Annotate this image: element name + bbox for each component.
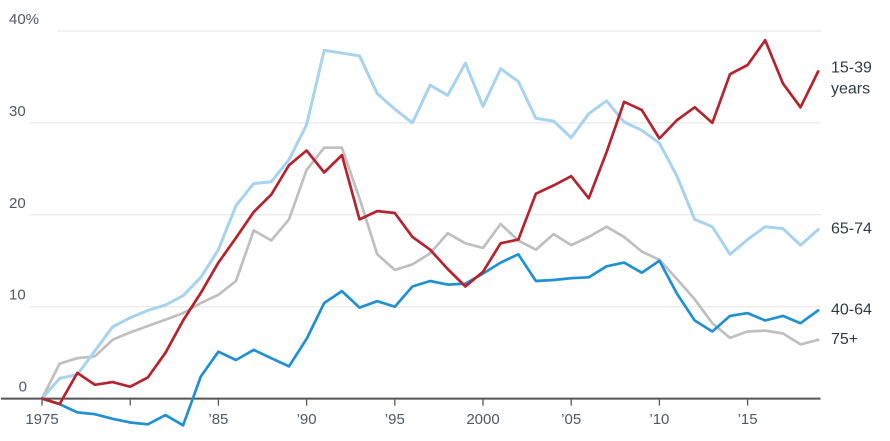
series-label-40-64: 40-64 (831, 301, 872, 318)
series-line-15-39-years (40, 38, 820, 406)
series-line-40-64 (40, 252, 820, 427)
x-axis-label-1985: ’85 (208, 411, 228, 428)
x-axis-label-2015: ’15 (738, 411, 758, 428)
axis-layer (1, 397, 821, 406)
series-label-65-74: 65-74 (831, 221, 872, 238)
x-axis-label-1995: ’95 (385, 411, 405, 428)
y-axis-label-30: 30 (9, 103, 26, 120)
series-lines-layer (40, 38, 820, 427)
series-label-15-39-years: 15-39 years (831, 59, 876, 97)
tick-labels-layer: 40% 30 20 10 0 1975 ’85 ’90 ’95 2000 ’05 ’10 ’15 (9, 11, 758, 428)
series-label-75-plus: 75+ (831, 331, 858, 348)
y-axis-label-40: 40% (9, 11, 39, 28)
x-axis-label-1990: ’90 (297, 411, 317, 428)
gridlines-layer (30, 30, 821, 308)
y-axis-label-10: 10 (9, 287, 26, 304)
y-axis-label-20: 20 (9, 195, 26, 212)
y-axis-label-0: 0 (19, 379, 27, 396)
series-line-65-74 (40, 48, 820, 401)
series-line-75- (40, 146, 820, 400)
x-axis-label-2000: 2000 (466, 411, 499, 428)
x-axis-label-1975: 1975 (25, 411, 58, 428)
x-axis-label-2005: ’05 (561, 411, 581, 428)
x-axis-label-2010: ’10 (649, 411, 669, 428)
